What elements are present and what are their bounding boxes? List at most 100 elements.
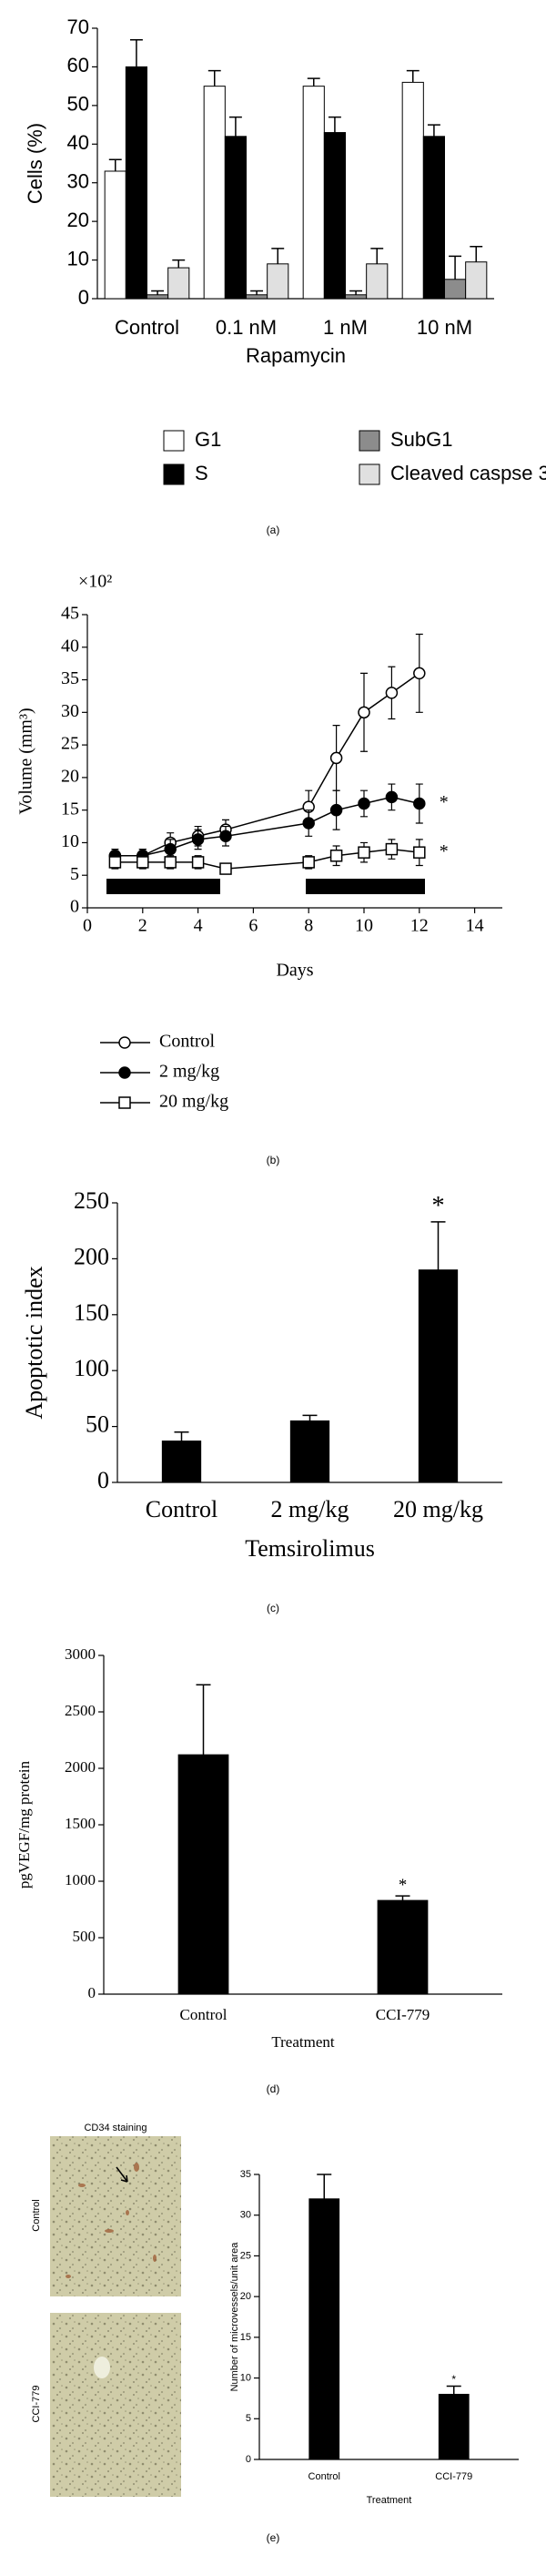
y-axis-label: Cells (%)	[24, 123, 46, 204]
y-tick-label: 10	[61, 831, 79, 851]
error-bar	[174, 1431, 189, 1441]
y-tick-label: 20	[61, 766, 79, 786]
y-tick-label: 5	[246, 2413, 251, 2424]
x-tick-label: 10 nM	[417, 316, 472, 339]
bar	[377, 1899, 429, 1995]
data-point	[219, 830, 232, 843]
error-bar	[271, 248, 285, 264]
data-point	[358, 846, 370, 859]
y-tick-label: 25	[61, 734, 79, 754]
legend-swatch	[359, 430, 380, 452]
x-tick-label: 0.1 nM	[216, 316, 277, 339]
bar	[444, 279, 467, 300]
annotation: *	[440, 841, 449, 861]
error-bar	[172, 259, 186, 269]
x-tick-label: 8	[304, 916, 313, 936]
x-tick-label: Control	[308, 2471, 340, 2482]
error-bar	[370, 248, 384, 264]
series-line	[115, 796, 420, 857]
y-tick-label: 70	[67, 15, 89, 38]
y-tick-label: 200	[74, 1243, 109, 1269]
bar	[345, 294, 368, 300]
x-tick-label: Control	[146, 1496, 217, 1522]
data-point	[136, 856, 149, 869]
x-tick-label: 6	[248, 916, 258, 936]
bar	[267, 263, 289, 300]
y-tick-label: 0	[97, 1467, 109, 1493]
error-bar	[427, 124, 440, 137]
data-point	[108, 856, 122, 869]
panel-label: (d)	[267, 2082, 280, 2095]
image-label: Control	[31, 2199, 42, 2231]
legend-swatch	[163, 430, 185, 452]
y-tick-label: 1000	[65, 1871, 96, 1889]
data-point	[219, 862, 232, 875]
error-bar	[446, 2385, 461, 2395]
data-point	[164, 842, 177, 856]
legend-marker	[118, 1036, 131, 1049]
x-tick-label: Control	[115, 316, 179, 339]
error-bar	[228, 116, 242, 137]
x-axis-label: Days	[276, 961, 313, 981]
y-tick-label: 35	[240, 2169, 251, 2180]
x-axis-label: Temsirolimus	[245, 1535, 375, 1562]
y-tick-label: 1500	[65, 1815, 96, 1832]
axis-multiplier: ×10²	[78, 572, 112, 592]
legend-swatch	[359, 463, 380, 485]
y-tick-label: 10	[240, 2372, 251, 2383]
data-point	[358, 797, 370, 810]
error-bar	[328, 116, 341, 133]
y-tick-label: 0	[78, 286, 89, 309]
annotation: *	[451, 2373, 456, 2386]
series-line	[115, 672, 420, 857]
error-bar	[349, 290, 363, 295]
x-tick-label: 12	[410, 916, 429, 936]
bar	[167, 267, 190, 300]
y-tick-label: 0	[70, 897, 79, 917]
error-bar	[151, 290, 165, 295]
y-tick-label: 30	[61, 701, 79, 721]
legend-label: G1	[195, 428, 221, 451]
data-point	[164, 856, 177, 869]
bar	[161, 1441, 202, 1483]
bar	[203, 86, 226, 300]
y-axis-label: Number of microvessels/unit area	[229, 2242, 240, 2392]
error-bar	[108, 158, 122, 171]
legend-label: Cleaved caspse 3	[390, 462, 546, 484]
treatment-period	[106, 879, 220, 894]
annotation: *	[440, 792, 449, 812]
bar	[401, 81, 424, 300]
bar	[418, 1269, 459, 1483]
legend-label: 20 mg/kg	[159, 1092, 228, 1112]
y-tick-label: 60	[67, 54, 89, 76]
y-tick-label: 3000	[65, 1645, 96, 1663]
data-point	[413, 846, 426, 859]
micrograph	[50, 2313, 181, 2497]
vessel-lumen	[94, 2357, 110, 2378]
error-bar	[250, 290, 264, 295]
data-point	[191, 856, 205, 869]
y-axis-label: Apoptotic index	[21, 1266, 47, 1419]
treatment-period	[306, 879, 425, 894]
bar	[422, 136, 445, 300]
bar	[465, 261, 488, 300]
x-tick-label: CCI-779	[376, 2006, 430, 2023]
data-point	[385, 790, 399, 804]
panel-label: (c)	[267, 1602, 279, 1614]
error-bar	[207, 69, 221, 87]
image-panel: CD34 staining Control CCI-779	[31, 2123, 181, 2497]
bar	[224, 136, 247, 300]
data-point	[329, 803, 343, 817]
bar	[308, 2198, 340, 2460]
data-point	[329, 751, 343, 765]
bar	[147, 294, 169, 300]
y-tick-label: 45	[61, 604, 79, 624]
error-bar	[302, 1414, 318, 1421]
y-tick-label: 2500	[65, 1702, 96, 1719]
x-tick-label: 1 nM	[323, 316, 368, 339]
annotation: *	[431, 1192, 444, 1220]
y-tick-label: 100	[74, 1355, 109, 1381]
data-point	[385, 842, 399, 856]
